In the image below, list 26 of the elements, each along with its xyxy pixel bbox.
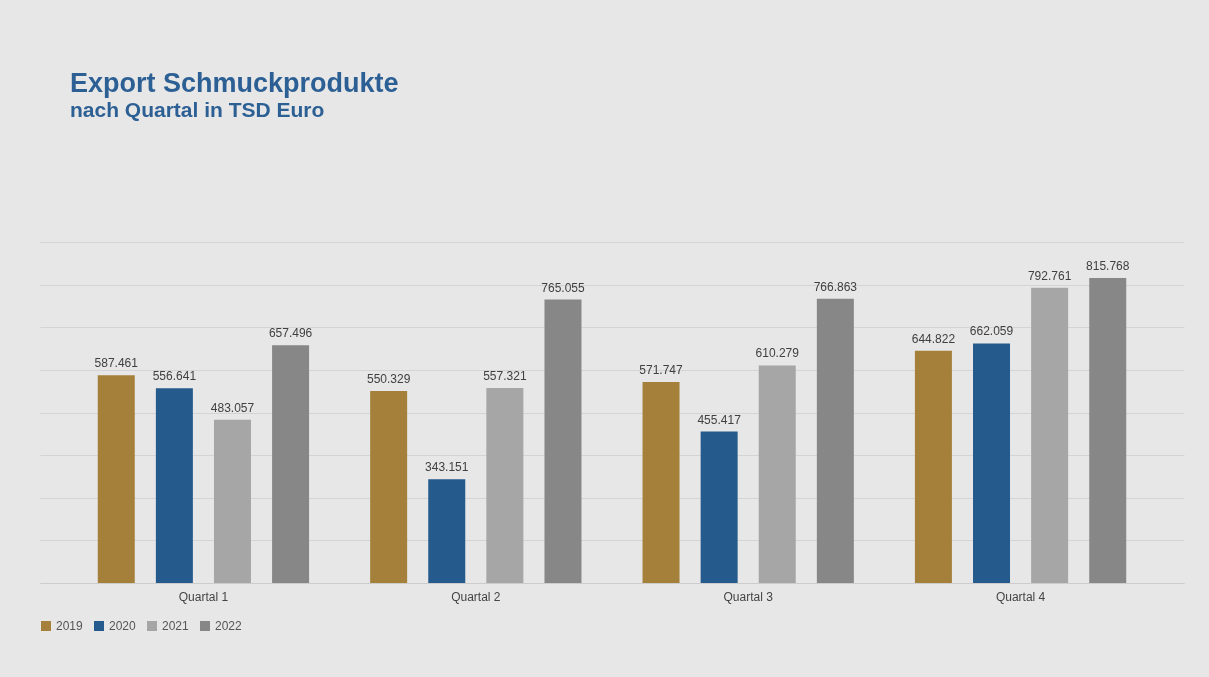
- data-label: 550.329: [366, 372, 411, 387]
- data-label: 644.822: [911, 331, 956, 346]
- x-tick-label: Quartal 1: [178, 589, 229, 604]
- data-label: 571.747: [639, 362, 684, 377]
- chart-subtitle: nach Quartal in TSD Euro: [70, 98, 325, 121]
- data-label: 556.641: [152, 369, 197, 384]
- x-tick-label: Quartal 3: [723, 589, 774, 604]
- data-label: 662.059: [969, 324, 1014, 339]
- data-label: 557.321: [483, 369, 527, 384]
- data-label: 343.151: [425, 460, 469, 475]
- data-label: 815.768: [1086, 258, 1130, 273]
- data-label: 610.279: [755, 346, 800, 361]
- legend-label: 2019: [56, 619, 84, 633]
- data-label: 455.417: [697, 412, 742, 427]
- chart-title: Export Schmuckprodukte: [70, 68, 399, 98]
- x-tick-label: Quartal 2: [451, 589, 501, 604]
- data-label: 765.055: [541, 280, 585, 295]
- data-label: 587.461: [94, 356, 139, 371]
- x-tick-label: Quartal 4: [995, 589, 1046, 604]
- legend-label: 2021: [162, 619, 190, 633]
- legend-label: 2020: [109, 619, 137, 633]
- data-label: 483.057: [210, 400, 255, 415]
- data-label: 766.863: [813, 279, 858, 294]
- data-label: 657.496: [268, 326, 313, 341]
- data-label: 792.761: [1027, 268, 1072, 283]
- legend-label: 2022: [215, 619, 243, 633]
